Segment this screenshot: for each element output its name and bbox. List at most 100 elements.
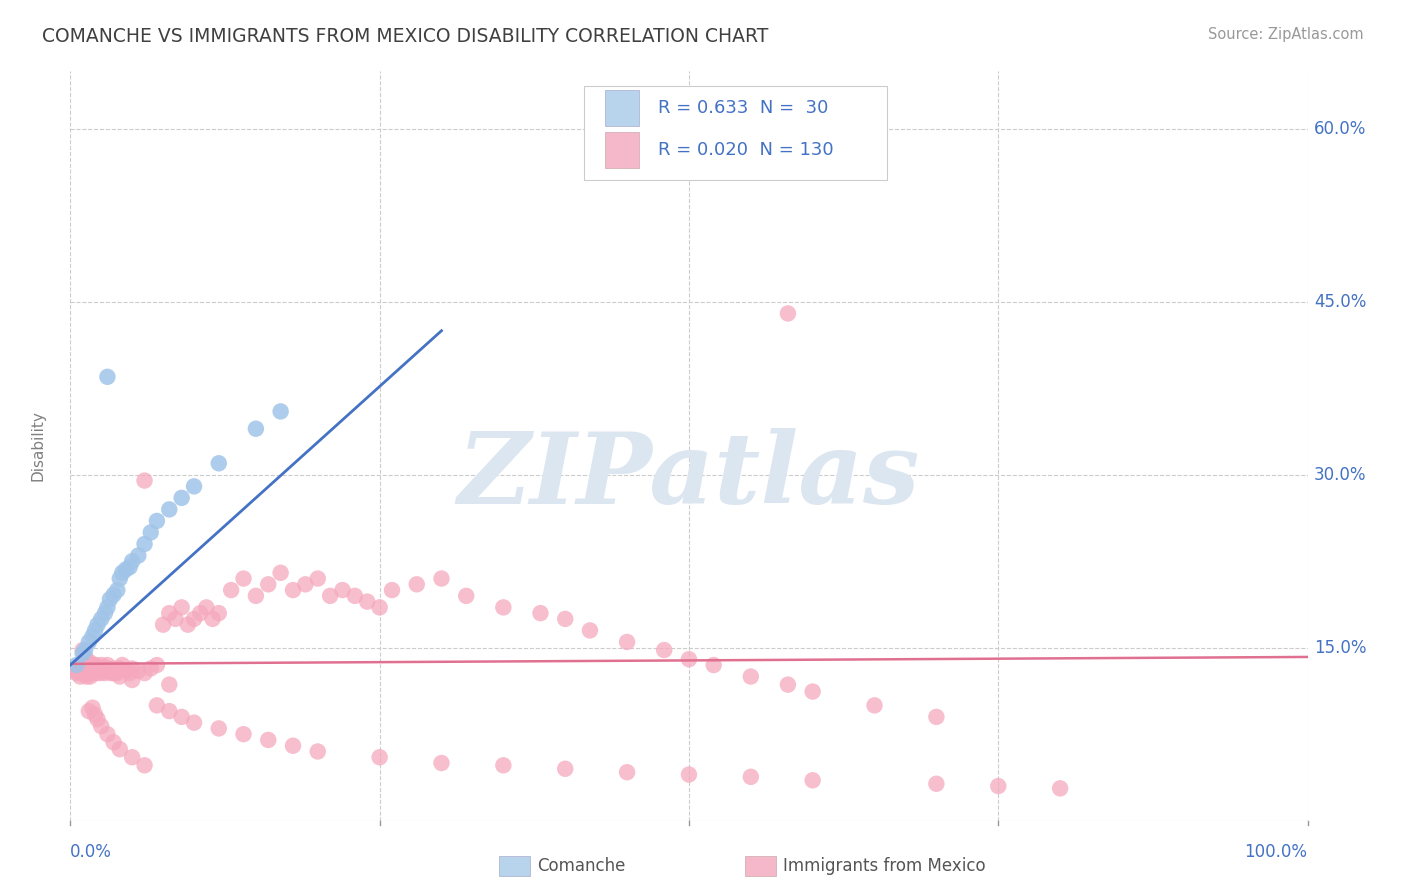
Point [157, 678, 180, 692]
Point [90, 612, 112, 626]
Point [96, 600, 118, 615]
Point [121, 750, 143, 764]
Point [177, 617, 200, 632]
Point [456, 589, 478, 603]
Point [72, 658, 94, 673]
Point [96, 661, 118, 675]
Point [80, 661, 103, 675]
Point [82, 629, 104, 643]
Point [554, 612, 576, 626]
Point [134, 758, 156, 772]
Point [84, 658, 107, 673]
Point [554, 762, 576, 776]
Point [208, 606, 231, 620]
Point [77, 635, 100, 649]
Point [752, 156, 775, 170]
Point [103, 588, 125, 602]
Point [157, 704, 180, 718]
Point [103, 735, 125, 749]
Point [307, 744, 329, 758]
Point [146, 514, 169, 528]
Point [86, 617, 108, 632]
Point [75, 669, 97, 683]
Point [82, 666, 104, 681]
Point [1049, 781, 1071, 796]
Point [111, 658, 134, 673]
Point [678, 767, 700, 781]
Point [208, 456, 231, 470]
Point [108, 661, 131, 675]
Point [72, 664, 94, 678]
Point [232, 572, 254, 586]
Point [84, 666, 107, 681]
Point [170, 600, 193, 615]
Point [925, 710, 948, 724]
Point [121, 554, 143, 568]
Point [76, 661, 98, 675]
Point [139, 661, 162, 675]
Point [863, 698, 886, 713]
Text: 60.0%: 60.0% [1313, 120, 1367, 138]
Point [430, 756, 453, 770]
Point [134, 666, 156, 681]
Point [343, 589, 366, 603]
Point [67, 661, 90, 675]
Point [72, 643, 94, 657]
Point [82, 664, 104, 678]
Point [103, 666, 125, 681]
Point [127, 664, 149, 678]
Point [63, 664, 86, 678]
Point [183, 715, 205, 730]
Point [776, 306, 799, 320]
Point [72, 647, 94, 661]
Point [94, 666, 117, 681]
Point [245, 589, 267, 603]
Point [152, 617, 174, 632]
Point [118, 560, 141, 574]
Point [219, 583, 242, 598]
Point [270, 566, 292, 580]
Point [84, 707, 107, 722]
Point [139, 525, 162, 540]
Point [75, 649, 97, 664]
Point [69, 669, 91, 683]
Point [703, 658, 725, 673]
Point [91, 661, 114, 675]
Text: Immigrants from Mexico: Immigrants from Mexico [783, 857, 986, 875]
Point [79, 669, 101, 683]
Point [294, 577, 316, 591]
Point [270, 404, 292, 418]
Point [146, 698, 169, 713]
Point [96, 727, 118, 741]
Text: R = 0.633  N =  30: R = 0.633 N = 30 [658, 99, 828, 118]
Point [98, 664, 121, 678]
Point [195, 600, 218, 615]
Text: 100.0%: 100.0% [1244, 843, 1308, 861]
Point [121, 673, 143, 687]
Point [740, 669, 762, 683]
Point [183, 612, 205, 626]
Point [80, 658, 103, 673]
Point [82, 700, 104, 714]
Point [987, 779, 1010, 793]
Point [115, 664, 138, 678]
Point [108, 572, 131, 586]
Point [96, 369, 118, 384]
Point [79, 664, 101, 678]
Text: 0.0%: 0.0% [70, 843, 112, 861]
Point [86, 712, 108, 726]
Point [616, 635, 638, 649]
Point [925, 777, 948, 791]
Point [332, 583, 354, 598]
Point [108, 742, 131, 756]
Point [157, 502, 180, 516]
Point [170, 710, 193, 724]
Point [100, 666, 122, 681]
Point [94, 606, 117, 620]
Point [115, 562, 138, 576]
Point [89, 666, 111, 681]
Point [75, 664, 97, 678]
FancyBboxPatch shape [605, 90, 640, 127]
Point [801, 684, 824, 698]
FancyBboxPatch shape [605, 132, 640, 168]
